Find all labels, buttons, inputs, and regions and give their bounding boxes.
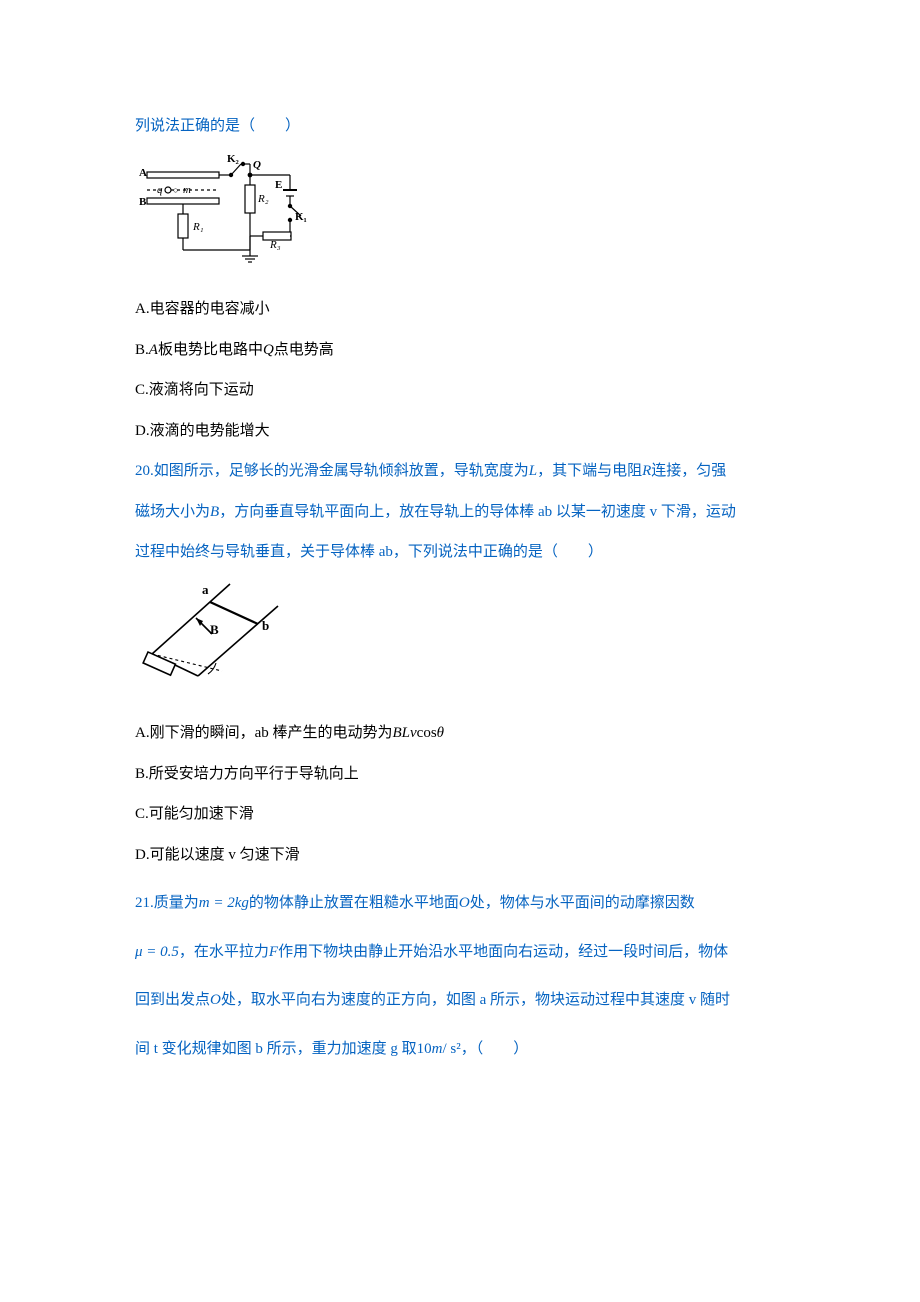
q19-stem-cont-text: 列说法正确的是（ ） xyxy=(135,118,300,134)
q19-option-A: A.电容器的电容减小 xyxy=(135,298,800,321)
svg-text:○: ○ xyxy=(173,185,178,195)
incline-svg: a b B xyxy=(130,574,300,689)
label-Q: Q xyxy=(253,159,261,171)
q21-m-eq: m = 2kg xyxy=(199,895,249,911)
label-R1: R₁ xyxy=(192,221,204,233)
q20-option-B: B.所受安培力方向平行于导轨向上 xyxy=(135,763,800,786)
circuit-svg: A B q ○ m K₂ Q E K₁ R₁ R₂ R₃ xyxy=(135,150,310,265)
q20-stem-l3: 过程中始终与导轨垂直，关于导体棒 ab，下列说法中正确的是（ ） xyxy=(135,541,800,564)
label-b: b xyxy=(262,618,269,633)
q19-option-B: B.A板电势比电路中Q点电势高 xyxy=(135,339,800,362)
formula-theta: θ xyxy=(437,725,444,741)
q19-diagram: A B q ○ m K₂ Q E K₁ R₁ R₂ R₃ xyxy=(135,150,800,273)
label-a: a xyxy=(202,582,209,597)
label-A: A xyxy=(139,167,147,179)
label-E: E xyxy=(275,179,282,191)
formula-cos: cos xyxy=(417,725,437,741)
q20-option-A: A.刚下滑的瞬间，ab 棒产生的电动势为BLvcosθ xyxy=(135,722,800,745)
label-R3: R₃ xyxy=(269,239,281,251)
formula-BLv: BLv xyxy=(393,725,417,741)
q19-option-C: C.液滴将向下运动 xyxy=(135,379,800,402)
label-R2: R₂ xyxy=(257,193,269,205)
q21-stem-l3: 回到出发点O处，取水平向右为速度的正方向，如图 a 所示，物块运动过程中其速度 … xyxy=(135,989,800,1012)
label-Bfield: B xyxy=(210,622,219,637)
q20-option-D: D.可能以速度 v 匀速下滑 xyxy=(135,844,800,867)
q19-option-D: D.液滴的电势能增大 xyxy=(135,420,800,443)
q20-diagram: a b B xyxy=(130,574,800,697)
q20-stem-l2: 磁场大小为B，方向垂直导轨平面向上，放在导轨上的导体棒 ab 以某一初速度 v … xyxy=(135,501,800,524)
q21-stem-l1: 21.质量为m = 2kg的物体静止放置在粗糙水平地面O处，物体与水平面间的动摩… xyxy=(135,892,800,915)
q21-stem-l4: 间 t 变化规律如图 b 所示，重力加速度 g 取10m/ s²，（ ） xyxy=(135,1038,800,1061)
label-B: B xyxy=(139,196,147,208)
q20-stem-l1: 20.如图所示，足够长的光滑金属导轨倾斜放置，导轨宽度为L，其下端与电阻R连接，… xyxy=(135,460,800,483)
q20-option-C: C.可能匀加速下滑 xyxy=(135,803,800,826)
label-q: q xyxy=(157,184,163,196)
label-m: m xyxy=(183,184,191,196)
q19-stem-cont: 列说法正确的是（ ） xyxy=(135,115,800,138)
label-K2: K₂ xyxy=(227,153,240,165)
incline-labels: a b B xyxy=(202,582,269,637)
label-K1: K₁ xyxy=(295,211,307,223)
q21-stem-l2: μ = 0.5，在水平拉力F作用下物块由静止开始沿水平地面向右运动，经过一段时间… xyxy=(135,941,800,964)
q21-mu: μ = 0.5 xyxy=(135,944,179,960)
